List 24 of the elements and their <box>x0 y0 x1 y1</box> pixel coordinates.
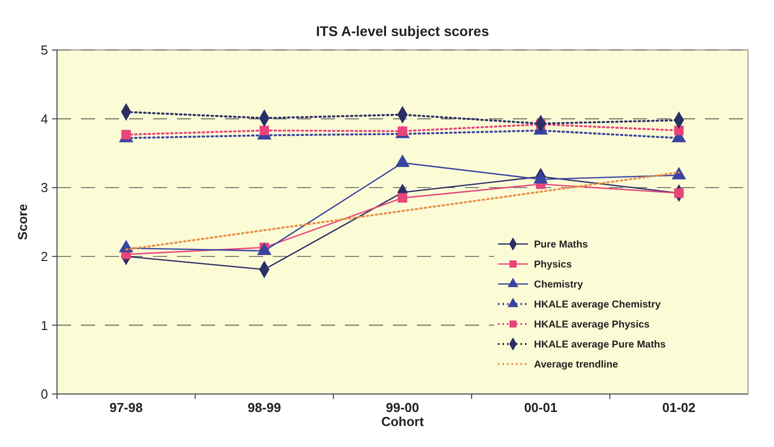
x-axis-title: Cohort <box>381 414 424 429</box>
point <box>398 193 408 203</box>
x-tick-label: 01-02 <box>662 400 696 415</box>
legend-label: Average trendline <box>534 360 619 370</box>
y-tick-label: 4 <box>40 111 48 126</box>
legend-label: HKALE average Chemistry <box>534 300 662 310</box>
point <box>674 188 684 198</box>
legend-label: Pure Maths <box>534 240 588 250</box>
chart-title: ITS A-level subject scores <box>316 23 490 39</box>
point <box>260 126 270 136</box>
y-tick-label: 1 <box>40 318 48 333</box>
y-tick-label: 5 <box>40 42 48 58</box>
legend-label: HKALE average Physics <box>534 320 650 330</box>
x-tick-label: 00-01 <box>524 400 558 415</box>
x-tick-label: 99-00 <box>386 400 420 415</box>
legend-label: Physics <box>534 260 572 270</box>
x-tick-label: 97-98 <box>109 400 143 415</box>
legend-label: HKALE average Pure Maths <box>534 340 666 350</box>
y-axis-title: Score <box>15 204 30 240</box>
legend-label: Chemistry <box>534 280 584 290</box>
y-tick-label: 3 <box>40 180 48 196</box>
x-tick-label: 98-99 <box>248 400 281 415</box>
y-tick-label: 2 <box>40 248 48 264</box>
y-tick-label: 0 <box>40 386 48 402</box>
